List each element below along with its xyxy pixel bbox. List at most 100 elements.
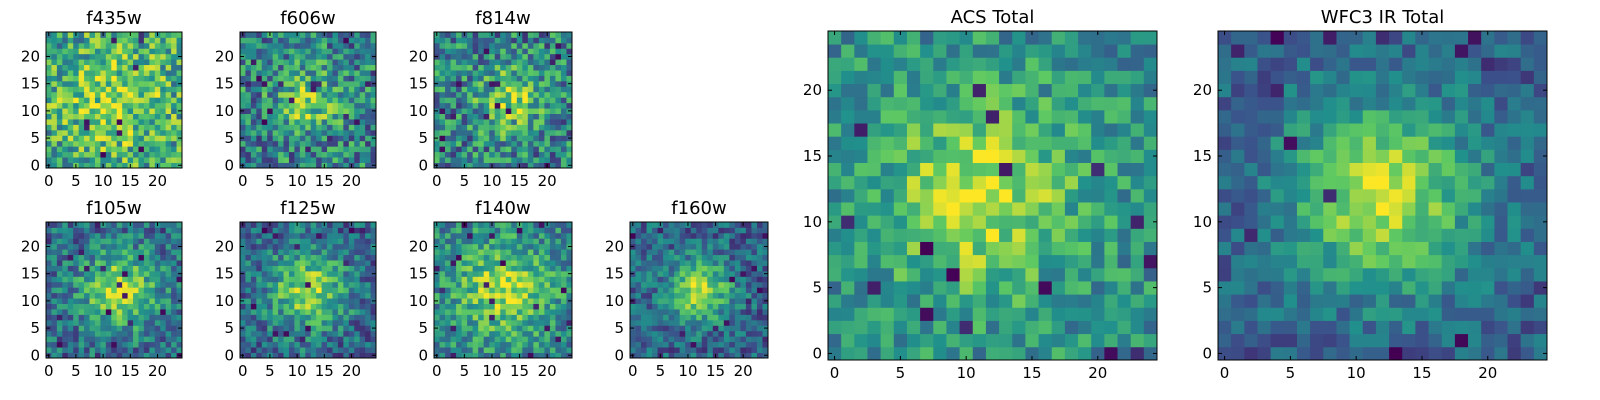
heatmap-cell xyxy=(56,303,63,310)
heatmap-cell xyxy=(635,298,642,304)
heatmap-cell xyxy=(439,113,446,120)
heatmap-cell xyxy=(555,319,562,326)
heatmap-cell xyxy=(1130,241,1145,256)
heatmap-cell xyxy=(365,102,371,109)
heatmap-cell xyxy=(310,59,317,66)
heatmap-cell xyxy=(67,314,74,321)
heatmap-cell xyxy=(762,222,769,228)
heatmap-cell xyxy=(854,241,868,256)
heatmap-cell xyxy=(544,113,551,120)
heatmap-cell xyxy=(62,157,69,163)
heatmap-cell xyxy=(483,265,490,272)
heatmap-cell xyxy=(549,303,556,310)
heatmap-cell xyxy=(657,319,664,326)
heatmap-cell xyxy=(751,319,758,326)
heatmap-cell xyxy=(67,265,74,272)
heatmap-cell xyxy=(560,309,567,315)
heatmap-cell xyxy=(256,319,263,326)
heatmap-cell xyxy=(51,113,58,120)
heatmap-cell xyxy=(138,281,145,288)
heatmap-cell xyxy=(445,135,451,142)
heatmap-cell xyxy=(1025,215,1039,229)
heatmap-cells xyxy=(828,31,1158,361)
heatmap-cell xyxy=(165,276,172,283)
heatmap-cell xyxy=(111,347,118,353)
heatmap-cell xyxy=(62,347,69,353)
heatmap-cell xyxy=(256,314,263,321)
heatmap-cell xyxy=(327,70,333,76)
heatmap-cell xyxy=(652,254,658,261)
heatmap-cell xyxy=(294,48,301,55)
heatmap-cell xyxy=(56,113,63,120)
heatmap-cell xyxy=(511,270,518,277)
heatmap-cell xyxy=(327,80,333,87)
heatmap-cell xyxy=(278,37,284,44)
heatmap-cell xyxy=(516,102,523,109)
heatmap-cell xyxy=(294,91,301,98)
heatmap-cell xyxy=(245,292,252,299)
heatmap-cell xyxy=(332,270,339,277)
heatmap-cell xyxy=(854,254,868,269)
heatmap-cell xyxy=(299,325,306,332)
heatmap-cell xyxy=(321,64,328,71)
heatmap-cell xyxy=(533,325,540,332)
heatmap-cell xyxy=(354,227,361,234)
heatmap-cell xyxy=(354,270,361,277)
heatmap-cell xyxy=(734,227,741,234)
heatmap-cell xyxy=(841,267,855,282)
heatmap-cell xyxy=(316,232,322,239)
heatmap-cell xyxy=(555,314,562,321)
heatmap-cell xyxy=(718,276,725,283)
heatmap-cell xyxy=(288,75,295,82)
heatmap-cell xyxy=(516,227,523,234)
heatmap-cell xyxy=(240,75,246,82)
heatmap-cell xyxy=(116,222,123,228)
heatmap-cell xyxy=(250,227,257,234)
heatmap-cell xyxy=(756,314,763,321)
panel-title: f160w xyxy=(671,198,726,219)
heatmap-cell xyxy=(505,270,512,277)
heatmap-cell xyxy=(176,32,183,38)
heatmap-cell xyxy=(959,307,974,321)
heatmap-cell xyxy=(310,157,317,163)
heatmap-cell xyxy=(511,124,518,131)
heatmap-cell xyxy=(461,298,468,304)
heatmap-cell xyxy=(267,232,274,239)
heatmap-cell xyxy=(84,254,90,261)
heatmap-cell xyxy=(111,260,118,266)
heatmap-cell xyxy=(511,260,518,266)
x-tick-label: 0 xyxy=(432,172,442,190)
heatmap-cell xyxy=(516,146,523,153)
heatmap-cell xyxy=(56,222,63,228)
heatmap-cell xyxy=(533,298,540,304)
heatmap-cell xyxy=(256,124,263,131)
heatmap-cell xyxy=(494,298,501,304)
heatmap-cell xyxy=(46,129,52,136)
heatmap-cell xyxy=(250,281,257,288)
heatmap-cell xyxy=(544,75,551,82)
heatmap-cell xyxy=(62,146,69,153)
heatmap-cell xyxy=(272,270,279,277)
heatmap-cell xyxy=(348,270,355,277)
heatmap-cell xyxy=(972,294,987,308)
heatmap-cell xyxy=(1038,294,1053,308)
heatmap-cell xyxy=(62,97,69,104)
heatmap-cell xyxy=(288,270,295,277)
heatmap-cell xyxy=(641,222,647,228)
heatmap-cell xyxy=(299,260,306,266)
heatmap-cell xyxy=(635,238,642,245)
heatmap-cell xyxy=(348,298,355,304)
heatmap-cell xyxy=(154,42,161,49)
heatmap-cell xyxy=(489,135,496,142)
heatmap-cell xyxy=(450,53,457,60)
heatmap-cell xyxy=(56,243,63,250)
heatmap-cell xyxy=(745,303,752,310)
heatmap-cell xyxy=(533,86,540,93)
heatmap-cell xyxy=(690,249,697,256)
heatmap-cell xyxy=(630,303,636,310)
heatmap-cell xyxy=(165,270,172,277)
heatmap-cell xyxy=(267,102,274,109)
heatmap-cell xyxy=(105,336,112,343)
heatmap-cell xyxy=(522,325,529,332)
heatmap-cell xyxy=(250,232,257,239)
